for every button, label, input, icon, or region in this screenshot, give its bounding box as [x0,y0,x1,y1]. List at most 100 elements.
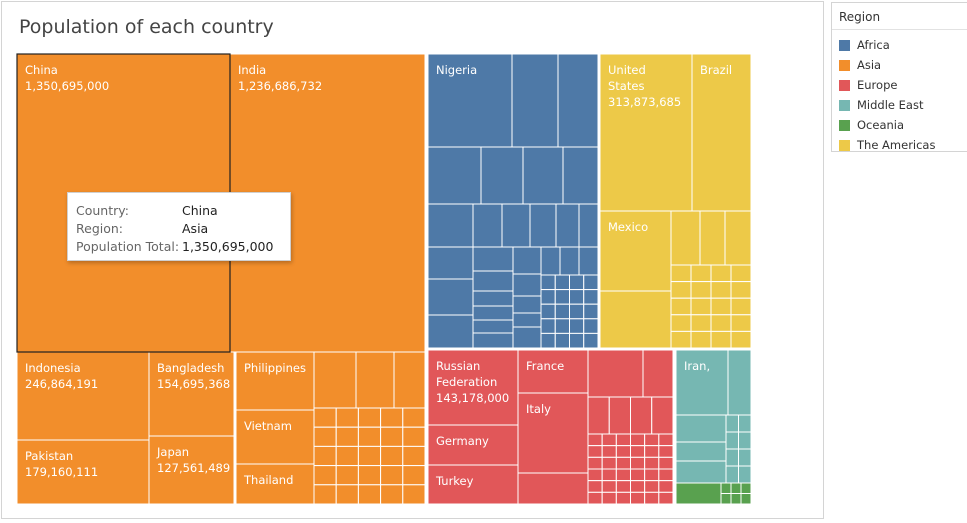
treemap-cell[interactable] [569,303,585,320]
treemap-cell[interactable] [738,414,752,433]
treemap-cell[interactable] [512,312,542,328]
treemap-cell[interactable] [658,480,674,493]
treemap-cell-iran[interactable] [675,349,729,416]
treemap-cell[interactable] [540,318,556,334]
treemap-cell[interactable] [583,318,599,334]
treemap-cell[interactable] [630,456,646,470]
treemap-cell[interactable] [675,441,727,462]
treemap-cell[interactable] [335,445,359,467]
treemap-cell[interactable] [644,480,660,493]
treemap-cell[interactable] [313,484,337,505]
treemap-cell[interactable] [587,468,603,482]
treemap-cell[interactable] [380,484,404,505]
treemap-cell[interactable] [630,396,653,435]
treemap-cell[interactable] [690,314,712,332]
treemap-cell[interactable] [710,297,732,316]
treemap-cell[interactable] [472,290,514,307]
legend-item-europe[interactable]: Europe [832,75,967,95]
treemap-cell[interactable] [578,246,599,276]
treemap-cell[interactable] [313,445,337,467]
treemap-cell[interactable] [658,491,674,505]
treemap-cell[interactable] [357,407,382,428]
treemap-cell[interactable] [720,482,732,494]
treemap-cell[interactable] [380,465,404,486]
treemap-cell[interactable] [335,465,359,486]
treemap-cell[interactable] [540,274,556,291]
legend-item-middle-east[interactable]: Middle East [832,95,967,115]
treemap-cell[interactable] [587,445,603,458]
treemap-cell[interactable] [554,303,570,320]
treemap-cell[interactable] [380,407,404,428]
treemap-cell[interactable] [699,210,726,266]
treemap-cell[interactable] [615,468,631,482]
treemap-cell[interactable] [512,326,542,349]
treemap-cell[interactable] [740,493,752,505]
treemap-cell[interactable] [587,491,603,505]
treemap-cell[interactable] [335,484,359,505]
treemap-cell[interactable] [357,426,382,447]
treemap-cell[interactable] [658,445,674,458]
treemap-cell[interactable] [313,351,357,409]
treemap-cell-nigeria[interactable] [427,53,513,148]
treemap-cell[interactable] [630,468,646,482]
treemap-cell[interactable] [569,289,585,305]
treemap-cell[interactable] [554,274,570,291]
treemap-cell[interactable] [357,445,382,467]
treemap-cell[interactable] [557,53,599,148]
treemap-cell[interactable] [335,407,359,428]
treemap-cell[interactable] [583,332,599,349]
treemap-cell[interactable] [740,482,752,494]
treemap-cell[interactable] [690,297,712,316]
treemap-cell-germany[interactable] [427,424,519,466]
treemap-cell[interactable] [630,445,646,458]
treemap-cell-france[interactable] [517,349,589,394]
treemap-cell[interactable] [725,448,739,467]
treemap-cell[interactable] [615,480,631,493]
treemap-cell[interactable] [601,445,617,458]
treemap-cell[interactable] [644,456,660,470]
treemap-cell[interactable] [472,270,514,292]
treemap-cell[interactable] [725,414,739,433]
legend-item-asia[interactable]: Asia [832,55,967,75]
legend-item-africa[interactable]: Africa [832,35,967,55]
treemap-cell[interactable] [608,396,631,435]
treemap-cell[interactable] [540,303,556,320]
treemap-cell[interactable] [710,281,732,299]
treemap-cell[interactable] [554,289,570,305]
treemap-cell[interactable] [357,484,382,505]
treemap-cell[interactable] [670,281,692,299]
treemap-cell[interactable] [738,448,752,467]
treemap-cell[interactable] [727,349,752,416]
treemap-cell-russian-federation[interactable] [427,349,519,426]
treemap-cell[interactable] [658,468,674,482]
treemap-cell[interactable] [393,351,426,409]
treemap-cell[interactable] [738,431,752,450]
treemap-cell[interactable] [335,426,359,447]
treemap-cell-japan[interactable] [148,435,235,505]
treemap-cell[interactable] [427,146,482,205]
treemap-cell[interactable] [512,273,542,297]
treemap-cell[interactable] [380,445,404,467]
treemap-cell[interactable] [601,433,617,447]
treemap-cell[interactable] [583,303,599,320]
treemap-cell-pakistan[interactable] [16,439,150,505]
treemap-cell[interactable] [313,465,337,486]
treemap-cell[interactable] [427,203,474,248]
treemap-cell[interactable] [730,297,752,316]
treemap-cell[interactable] [583,274,599,291]
treemap-cell[interactable] [615,445,631,458]
treemap-cell[interactable] [472,203,503,248]
treemap-cell[interactable] [710,330,732,349]
treemap-cell[interactable] [554,318,570,334]
treemap-cell[interactable] [517,472,589,505]
treemap-cell[interactable] [559,246,580,276]
treemap-cell[interactable] [725,431,739,450]
treemap-cell[interactable] [427,246,474,280]
treemap-cell[interactable] [675,482,722,505]
treemap-cell[interactable] [587,433,603,447]
treemap-cell[interactable] [355,351,395,409]
treemap-cell[interactable] [540,332,556,349]
treemap-cell[interactable] [587,396,610,435]
treemap-cell[interactable] [402,445,426,467]
treemap-cell[interactable] [587,456,603,470]
